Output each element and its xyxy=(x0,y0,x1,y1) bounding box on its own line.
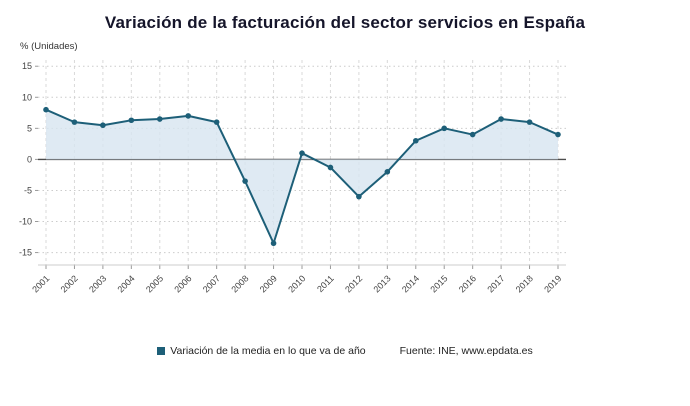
data-point[interactable] xyxy=(555,131,561,138)
x-tick-label: 2008 xyxy=(229,273,250,294)
data-point[interactable] xyxy=(270,240,277,247)
x-tick-label: 2014 xyxy=(400,273,421,294)
data-point[interactable] xyxy=(299,150,305,156)
legend-item[interactable]: Variación de la media en lo que va de añ… xyxy=(157,345,366,357)
area-fill xyxy=(46,109,558,244)
data-point[interactable] xyxy=(412,137,419,144)
x-tick-label: 2013 xyxy=(372,273,393,294)
x-tick-label: 2010 xyxy=(286,273,307,294)
x-tick-label: 2018 xyxy=(514,273,535,294)
x-tick-label: 2012 xyxy=(343,273,364,294)
data-point[interactable] xyxy=(356,193,362,200)
source-text: Fuente: INE, www.epdata.es xyxy=(399,345,533,357)
series-layer xyxy=(43,106,561,247)
data-point[interactable] xyxy=(327,164,334,171)
grid-layer xyxy=(35,60,566,269)
legend-row: Variación de la media en lo que va de añ… xyxy=(0,345,690,357)
line-chart: % (Unidades) 2001 2002 2003 2004 2005 2006 200… xyxy=(19,41,566,295)
x-tick-label: 2001 xyxy=(30,273,51,294)
data-point[interactable] xyxy=(384,169,391,175)
data-point[interactable] xyxy=(71,119,78,125)
data-point[interactable] xyxy=(43,106,49,113)
chart-area: % (Unidades) 2001 2002 2003 2004 2005 2006 200… xyxy=(0,35,690,345)
legend-marker-icon xyxy=(157,347,166,355)
x-tick-label: 2019 xyxy=(542,273,563,294)
x-tick-label: 2005 xyxy=(144,273,165,294)
x-tick-label: 2015 xyxy=(428,273,449,294)
y-tick-label: 10 xyxy=(22,92,32,102)
data-point[interactable] xyxy=(100,122,106,129)
y-tick-label: -10 xyxy=(19,217,32,227)
data-point[interactable] xyxy=(469,131,476,138)
data-point[interactable] xyxy=(185,113,192,119)
data-point[interactable] xyxy=(498,116,504,122)
data-point[interactable] xyxy=(441,125,448,132)
x-tick-label: 2004 xyxy=(116,273,137,294)
data-point[interactable] xyxy=(156,116,163,122)
chart-title: Variación de la facturación del sector s… xyxy=(104,13,586,32)
data-point[interactable] xyxy=(526,119,533,125)
x-tick-label: 2006 xyxy=(172,273,193,294)
x-tick-label: 2017 xyxy=(485,273,506,294)
x-tick-label: 2016 xyxy=(457,273,478,294)
x-tick-label: 2007 xyxy=(201,273,222,294)
x-tick-label: 2009 xyxy=(258,273,279,294)
y-tick-label: 5 xyxy=(27,123,32,133)
legend-label: Variación de la media en lo que va de añ… xyxy=(170,345,366,357)
x-tick-label: 2002 xyxy=(59,273,80,294)
y-axis-unit-label: % (Unidades) xyxy=(20,41,78,52)
data-point[interactable] xyxy=(242,178,248,184)
x-tick-label: 2011 xyxy=(315,273,336,294)
y-tick-label: -15 xyxy=(19,248,32,258)
y-tick-label: 15 xyxy=(22,61,32,71)
y-tick-label: -5 xyxy=(24,185,32,195)
y-tick-label: 0 xyxy=(27,154,32,164)
data-point[interactable] xyxy=(213,119,220,125)
data-point[interactable] xyxy=(128,117,135,124)
x-tick-label: 2003 xyxy=(87,273,108,294)
